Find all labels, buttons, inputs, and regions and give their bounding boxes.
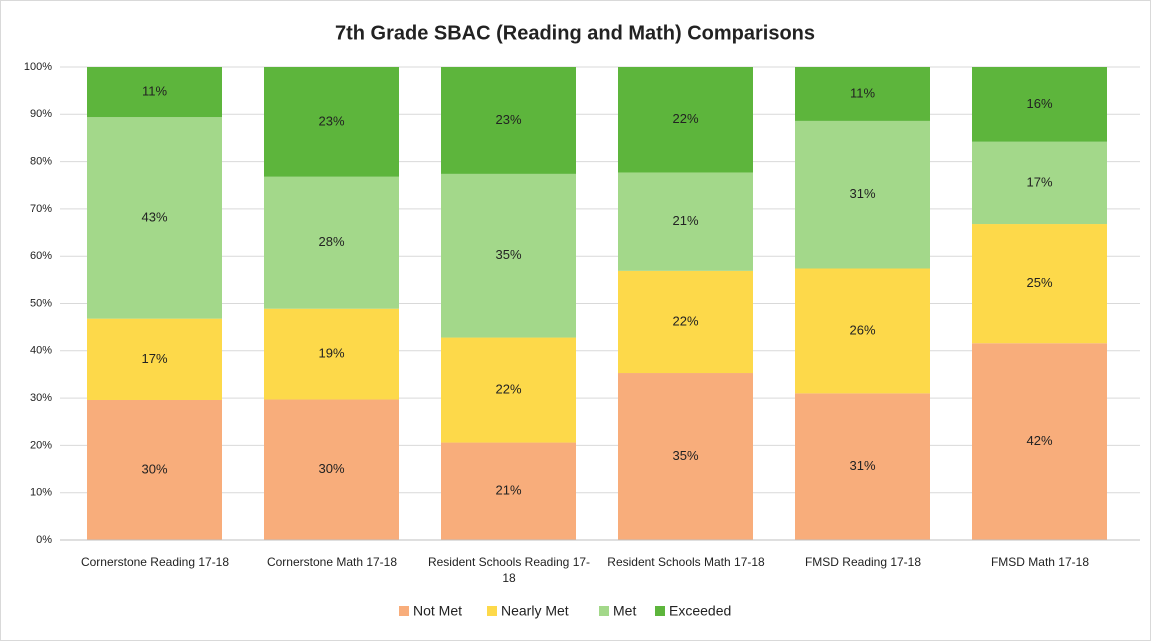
bar-segment: [972, 224, 1107, 344]
data-label: 42%: [1026, 433, 1052, 448]
bar-segment: [972, 343, 1107, 540]
bar-segment: [87, 67, 222, 118]
bar-segment: [264, 399, 399, 540]
data-label: 19%: [318, 346, 344, 361]
data-label: 21%: [495, 483, 521, 498]
data-label: 17%: [1026, 174, 1052, 189]
data-label: 30%: [318, 461, 344, 476]
x-tick-label: Cornerstone Math 17-18: [266, 555, 398, 569]
legend-label: Exceeded: [669, 603, 731, 619]
bar-segment: [264, 67, 399, 177]
data-label: 17%: [141, 351, 167, 366]
legend-label: Not Met: [413, 603, 462, 619]
y-tick-label: 10%: [30, 487, 52, 499]
y-tick-label: 90%: [30, 108, 52, 120]
x-tick-label: FMSD Math 17-18: [990, 555, 1090, 569]
data-label: 23%: [318, 113, 344, 128]
data-label: 25%: [1026, 275, 1052, 290]
bar-segment: [618, 172, 753, 271]
y-tick-label: 20%: [30, 439, 52, 451]
bar-segment: [441, 337, 576, 443]
bar-segment: [795, 120, 930, 269]
bar-segment: [264, 308, 399, 400]
bar-segment: [618, 67, 753, 173]
y-tick-label: 50%: [30, 297, 52, 309]
bar-segment: [441, 173, 576, 338]
data-label: 31%: [849, 458, 875, 473]
bar-segment: [87, 399, 222, 540]
bar-segment: [618, 373, 753, 540]
data-label: 21%: [672, 213, 698, 228]
data-label: 35%: [672, 448, 698, 463]
legend-swatch: [399, 606, 409, 616]
y-tick-label: 100%: [24, 61, 52, 73]
bar-segment: [441, 67, 576, 174]
data-label: 30%: [141, 461, 167, 476]
data-label: 11%: [142, 84, 167, 99]
data-label: 22%: [672, 313, 698, 328]
data-label: 28%: [318, 234, 344, 249]
y-tick-label: 70%: [30, 203, 52, 215]
bar-segment: [795, 393, 930, 540]
data-label: 31%: [849, 186, 875, 201]
bar-segment: [795, 67, 930, 121]
x-tick-label: Cornerstone Reading 17-18: [80, 555, 230, 569]
bar-segment: [441, 442, 576, 540]
bar-segment: [264, 176, 399, 309]
bar-segment: [618, 270, 753, 374]
y-tick-label: 30%: [30, 392, 52, 404]
data-label: 22%: [672, 111, 698, 126]
x-tick-label: FMSD Reading 17-18: [804, 555, 922, 569]
data-label: 43%: [141, 209, 167, 224]
y-tick-label: 60%: [30, 250, 52, 262]
bar-segment: [87, 117, 222, 319]
bar-segment: [87, 318, 222, 400]
bar-segment: [795, 268, 930, 394]
chart-title: 7th Grade SBAC (Reading and Math) Compar…: [335, 22, 815, 44]
data-label: 16%: [1026, 96, 1052, 111]
data-label: 26%: [849, 322, 875, 337]
x-tick-label: Resident Schools Math 17-18: [607, 555, 765, 569]
legend-swatch: [655, 606, 665, 616]
legend-label: Met: [613, 603, 636, 619]
y-tick-label: 40%: [30, 345, 52, 357]
bar-segment: [972, 67, 1107, 142]
legend-swatch: [487, 606, 497, 616]
data-label: 35%: [495, 247, 521, 262]
data-label: 23%: [495, 112, 521, 127]
y-tick-label: 80%: [30, 156, 52, 168]
x-tick-label: Resident Schools Reading 17-18: [427, 555, 591, 585]
bar-segment: [972, 141, 1107, 225]
legend-label: Nearly Met: [501, 603, 569, 619]
legend-swatch: [599, 606, 609, 616]
y-tick-label: 0%: [36, 534, 52, 546]
data-label: 11%: [850, 85, 875, 100]
data-label: 22%: [495, 381, 521, 396]
